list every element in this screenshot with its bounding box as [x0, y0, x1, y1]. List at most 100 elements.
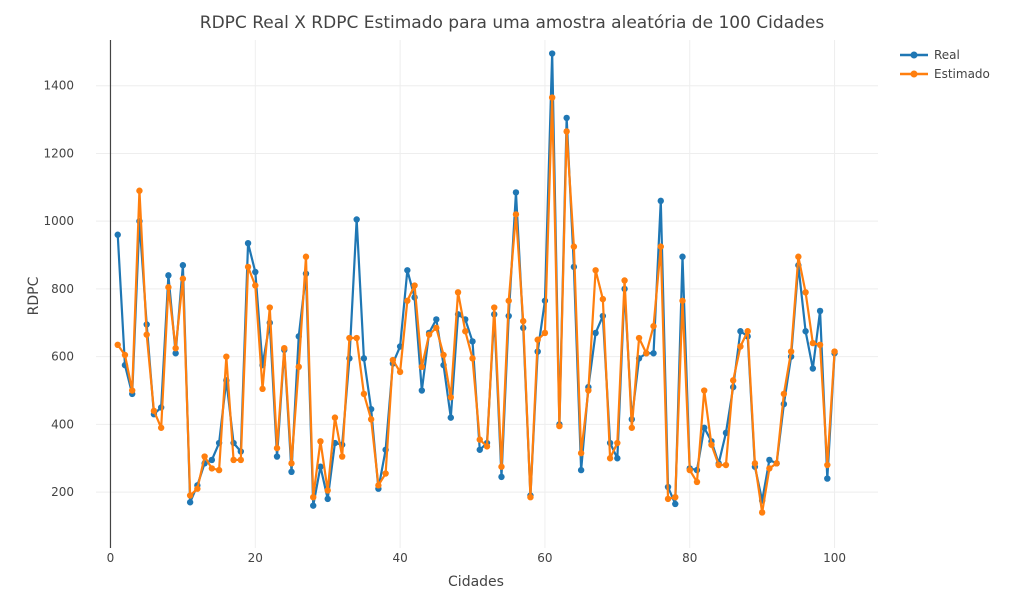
data-point-estimado[interactable]: [751, 460, 759, 467]
data-point-real[interactable]: [310, 502, 317, 509]
data-point-estimado[interactable]: [447, 394, 454, 401]
data-point-estimado[interactable]: [237, 456, 245, 464]
data-point-estimado[interactable]: [476, 436, 483, 443]
data-point-estimado[interactable]: [708, 441, 715, 448]
data-point-estimado[interactable]: [737, 343, 744, 350]
data-point-estimado[interactable]: [317, 438, 324, 445]
data-point-estimado[interactable]: [375, 482, 382, 489]
data-point-estimado[interactable]: [585, 387, 592, 394]
data-point-estimado[interactable]: [172, 344, 179, 352]
data-point-estimado[interactable]: [672, 494, 679, 501]
data-point-estimado[interactable]: [259, 385, 266, 393]
data-point-estimado[interactable]: [679, 297, 686, 304]
data-point-estimado[interactable]: [606, 455, 614, 462]
data-point-estimado[interactable]: [462, 328, 469, 335]
data-point-real[interactable]: [737, 328, 744, 335]
data-point-real[interactable]: [252, 268, 259, 276]
data-point-estimado[interactable]: [244, 263, 252, 271]
data-point-estimado[interactable]: [382, 470, 389, 477]
data-point-estimado[interactable]: [621, 277, 628, 284]
data-point-estimado[interactable]: [266, 304, 273, 311]
data-point-estimado[interactable]: [780, 390, 788, 398]
data-point-estimado[interactable]: [527, 494, 534, 501]
data-point-real[interactable]: [360, 355, 368, 362]
data-point-estimado[interactable]: [165, 284, 172, 291]
data-point-estimado[interactable]: [614, 439, 621, 447]
data-point-real[interactable]: [657, 197, 664, 205]
data-point-real[interactable]: [186, 499, 194, 506]
data-point-estimado[interactable]: [186, 492, 194, 499]
data-point-estimado[interactable]: [179, 275, 187, 282]
data-point-estimado[interactable]: [469, 355, 476, 362]
data-point-estimado[interactable]: [548, 94, 556, 101]
data-point-estimado[interactable]: [802, 289, 809, 296]
data-point-estimado[interactable]: [824, 461, 831, 469]
data-point-real[interactable]: [809, 365, 817, 372]
data-point-real[interactable]: [766, 456, 773, 464]
data-point-estimado[interactable]: [411, 282, 418, 289]
data-point-estimado[interactable]: [599, 295, 607, 303]
data-point-estimado[interactable]: [491, 304, 498, 311]
data-point-estimado[interactable]: [664, 495, 672, 503]
data-point-estimado[interactable]: [418, 363, 426, 371]
data-point-real[interactable]: [447, 414, 454, 421]
data-point-estimado[interactable]: [252, 282, 259, 289]
data-point-estimado[interactable]: [295, 363, 302, 371]
data-point-estimado[interactable]: [635, 334, 643, 342]
data-point-estimado[interactable]: [512, 211, 520, 218]
data-point-estimado[interactable]: [157, 424, 165, 431]
legend-item-real[interactable]: Real: [900, 48, 960, 62]
data-point-real[interactable]: [672, 500, 679, 508]
data-point-real[interactable]: [404, 267, 411, 274]
data-point-estimado[interactable]: [454, 289, 462, 296]
data-point-estimado[interactable]: [498, 463, 505, 470]
data-point-real[interactable]: [824, 475, 831, 482]
data-point-real[interactable]: [563, 114, 570, 122]
data-point-estimado[interactable]: [121, 351, 129, 359]
data-point-estimado[interactable]: [534, 336, 541, 343]
data-point-real[interactable]: [614, 455, 621, 462]
data-point-estimado[interactable]: [628, 424, 636, 431]
data-point-estimado[interactable]: [404, 297, 411, 304]
data-point-estimado[interactable]: [722, 461, 730, 469]
data-point-real[interactable]: [577, 466, 585, 474]
data-point-estimado[interactable]: [809, 339, 817, 347]
data-point-real[interactable]: [701, 424, 708, 431]
data-point-real[interactable]: [324, 495, 331, 503]
data-point-estimado[interactable]: [324, 487, 331, 494]
data-point-real[interactable]: [498, 473, 505, 481]
data-point-estimado[interactable]: [686, 466, 693, 474]
data-point-real[interactable]: [679, 253, 686, 260]
data-point-estimado[interactable]: [367, 416, 375, 423]
data-point-estimado[interactable]: [773, 460, 780, 467]
data-point-estimado[interactable]: [129, 387, 136, 394]
data-point-estimado[interactable]: [346, 334, 353, 342]
data-point-real[interactable]: [244, 240, 252, 247]
data-point-real[interactable]: [418, 387, 426, 394]
data-point-real[interactable]: [317, 463, 324, 470]
data-point-estimado[interactable]: [758, 509, 766, 516]
data-point-estimado[interactable]: [831, 348, 838, 355]
data-point-real[interactable]: [114, 231, 121, 238]
data-point-estimado[interactable]: [150, 407, 158, 415]
data-point-estimado[interactable]: [288, 460, 295, 467]
data-point-estimado[interactable]: [194, 485, 201, 492]
data-point-estimado[interactable]: [701, 387, 708, 394]
data-point-estimado[interactable]: [302, 253, 310, 260]
data-point-estimado[interactable]: [208, 465, 216, 472]
data-point-estimado[interactable]: [389, 356, 397, 364]
data-point-estimado[interactable]: [201, 453, 208, 460]
data-point-estimado[interactable]: [787, 348, 795, 355]
data-point-estimado[interactable]: [136, 187, 143, 194]
data-point-estimado[interactable]: [223, 353, 230, 360]
data-point-real[interactable]: [179, 262, 187, 269]
data-point-estimado[interactable]: [505, 297, 512, 304]
data-point-real[interactable]: [172, 350, 179, 357]
data-point-estimado[interactable]: [353, 334, 360, 342]
data-point-real[interactable]: [469, 338, 476, 345]
data-point-estimado[interactable]: [766, 465, 773, 472]
data-point-estimado[interactable]: [215, 466, 223, 474]
data-point-estimado[interactable]: [281, 344, 288, 352]
data-point-real[interactable]: [802, 328, 809, 335]
data-point-estimado[interactable]: [433, 324, 440, 332]
